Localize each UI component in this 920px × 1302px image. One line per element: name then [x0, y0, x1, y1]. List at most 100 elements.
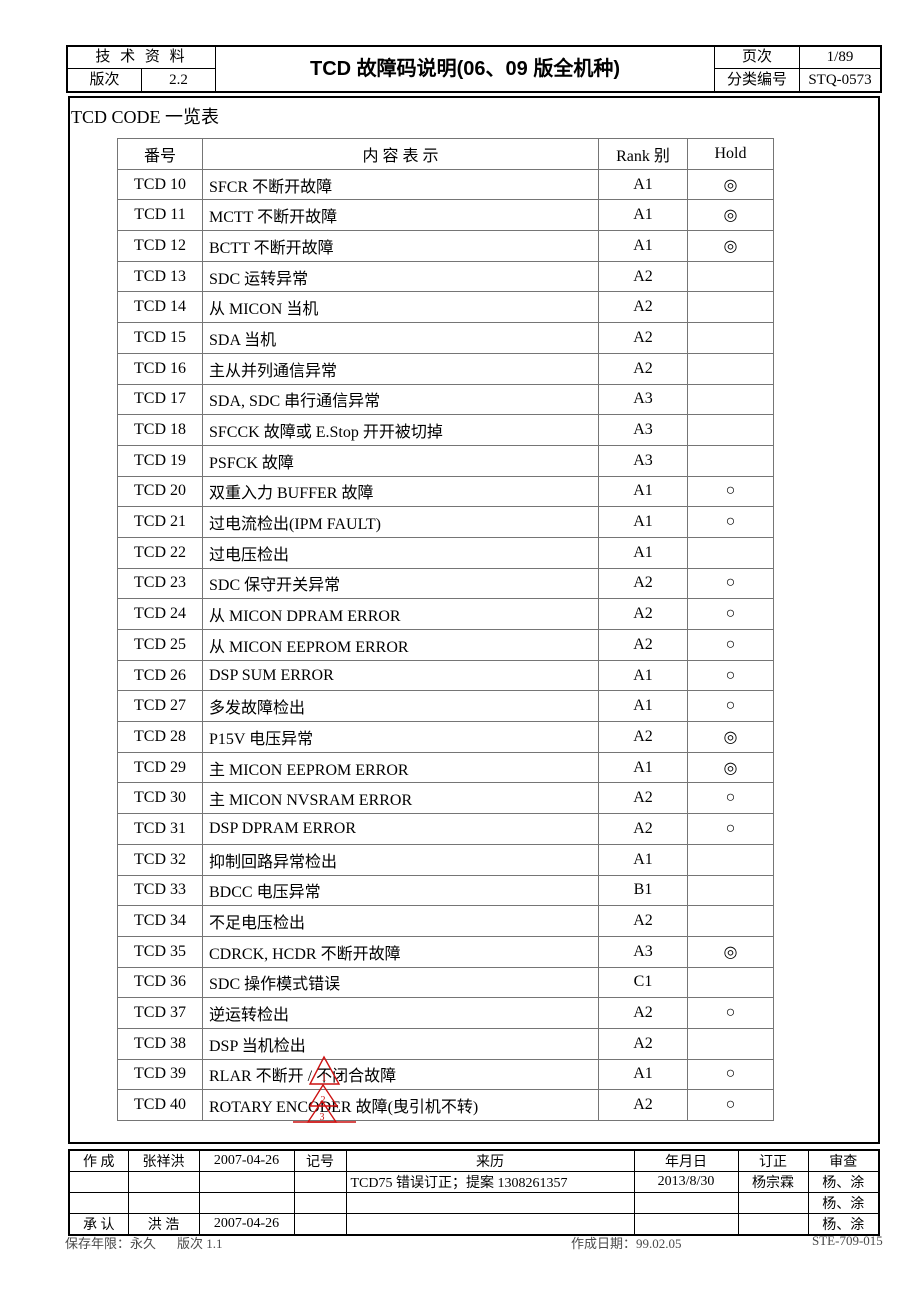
- table-row: TCD 21 过电流检出(IPM FAULT) A1 ○: [117, 506, 774, 538]
- tcd-rank: A2: [598, 997, 688, 1029]
- tcd-description: RLAR 不断开 / 不闭合故障: [202, 1058, 599, 1091]
- tcd-hold-flag: ◎: [687, 230, 774, 262]
- approval-cell: 杨、涂: [807, 1171, 880, 1193]
- approval-cell: 审查: [807, 1149, 880, 1172]
- tcd-hold-flag: ○: [687, 782, 774, 815]
- approval-row: 杨、涂: [68, 1192, 880, 1214]
- tcd-code: TCD 25: [117, 629, 203, 661]
- approval-cell: [198, 1192, 295, 1214]
- tcd-description: BCTT 不断开故障: [202, 230, 599, 262]
- tcd-hold-flag: [687, 352, 774, 385]
- revision-triangle-2: [308, 1083, 339, 1107]
- table-row: TCD 15 SDA 当机 A2: [117, 322, 774, 354]
- tcd-description: SDC 运转异常: [202, 260, 599, 293]
- tcd-hold-flag: ◎: [687, 935, 774, 968]
- tcd-rank: B1: [598, 874, 688, 907]
- tcd-description: 双重入力 BUFFER 故障: [202, 475, 599, 508]
- approval-cell: 杨宗霖: [737, 1171, 809, 1193]
- tcd-hold-flag: ○: [687, 997, 774, 1029]
- approval-cell: 张祥洪: [127, 1149, 200, 1172]
- tcd-code: TCD 33: [117, 874, 203, 907]
- tcd-description: 不足电压检出: [202, 905, 599, 937]
- table-row: TCD 22 过电压检出 A1: [117, 536, 774, 569]
- tcd-code: TCD 16: [117, 352, 203, 385]
- tcd-hold-flag: ○: [687, 567, 774, 600]
- tcd-description: CDRCK, HCDR 不断开故障: [202, 935, 599, 968]
- tcd-hold-flag: [687, 536, 774, 569]
- tcd-code: TCD 26: [117, 659, 203, 692]
- tcd-description: SDC 操作模式错误: [202, 966, 599, 999]
- column-header-rank: Rank 别: [598, 138, 688, 170]
- tcd-description: DSP 当机检出: [202, 1027, 599, 1060]
- tcd-rank: A1: [598, 536, 688, 569]
- approval-cell: 记号: [293, 1149, 347, 1172]
- tcd-code: TCD 20: [117, 475, 203, 508]
- tcd-rank: A1: [598, 659, 688, 692]
- content-frame: [68, 96, 880, 1144]
- tcd-hold-flag: ◎: [687, 751, 774, 784]
- tcd-rank: A1: [598, 1058, 688, 1091]
- table-row: TCD 13 SDC 运转异常 A2: [117, 260, 774, 293]
- tcd-hold-flag: [687, 966, 774, 999]
- approval-cell: 订正: [737, 1149, 809, 1172]
- tcd-code: TCD 22: [117, 536, 203, 569]
- tcd-rank: A2: [598, 322, 688, 354]
- revision-triangle-1: [308, 1055, 341, 1085]
- tcd-code-table: 番号 内 容 表 示 Rank 别 Hold TCD 10 SFCR 不断开故障 A…: [117, 138, 774, 1121]
- approval-cell: [737, 1192, 809, 1214]
- tcd-description: 从 MICON EEPROM ERROR: [202, 629, 599, 661]
- tcd-description: 主从并列通信异常: [202, 352, 599, 385]
- approval-cell: [633, 1192, 739, 1214]
- edition-note: 版次 1.1: [177, 1236, 223, 1251]
- approval-cell: [127, 1171, 200, 1193]
- tcd-rank: A2: [598, 782, 688, 815]
- approval-row: 承 认洪 浩 2007-04-26 杨、涂: [68, 1213, 880, 1236]
- doc-title: TCD 故障码说明(06、09 版全机种): [216, 47, 715, 91]
- tcd-description: SDA 当机: [202, 322, 599, 354]
- tcd-hold-flag: [687, 1027, 774, 1060]
- table-row: TCD 37 逆运转检出 A2 ○: [117, 997, 774, 1029]
- tcd-rank: A1: [598, 751, 688, 784]
- tcd-code: TCD 23: [117, 567, 203, 600]
- tcd-hold-flag: ○: [687, 813, 774, 845]
- table-row: TCD 12 BCTT 不断开故障 A1 ◎: [117, 230, 774, 262]
- tcd-hold-flag: ◎: [687, 721, 774, 753]
- tcd-code: TCD 17: [117, 383, 203, 416]
- table-row: TCD 17 SDA, SDC 串行通信异常 A3: [117, 383, 774, 416]
- tcd-hold-flag: ○: [687, 690, 774, 723]
- tcd-code: TCD 30: [117, 782, 203, 815]
- approval-cell: [198, 1171, 295, 1193]
- tcd-description: ROTARY ENCODER 故障(曳引机不转): [202, 1089, 599, 1121]
- column-header-hold: Hold: [687, 138, 774, 170]
- tcd-code: TCD 37: [117, 997, 203, 1029]
- page-number-label: 页次: [715, 47, 800, 69]
- approval-cell: [68, 1192, 129, 1214]
- table-row: TCD 19 PSFCK 故障 A3: [117, 444, 774, 477]
- tcd-description: 多发故障检出: [202, 690, 599, 723]
- approval-cell: 来历: [345, 1149, 635, 1172]
- table-row: TCD 23 SDC 保守开关异常 A2 ○: [117, 567, 774, 600]
- approval-cell: [293, 1192, 347, 1214]
- table-row: TCD 25 从 MICON EEPROM ERROR A2 ○: [117, 629, 774, 661]
- approval-cell: 承 认: [68, 1213, 129, 1236]
- tcd-hold-flag: [687, 383, 774, 416]
- table-row: TCD 39 RLAR 不断开 / 不闭合故障 A1 ○: [117, 1058, 774, 1091]
- tcd-description: DSP SUM ERROR: [202, 659, 599, 692]
- tcd-description: 主 MICON EEPROM ERROR: [202, 751, 599, 784]
- tcd-description: 过电压检出: [202, 536, 599, 569]
- approval-cell: [345, 1213, 635, 1236]
- tcd-hold-flag: ○: [687, 475, 774, 508]
- table-row: TCD 35 CDRCK, HCDR 不断开故障 A3 ◎: [117, 935, 774, 968]
- retention-note: 保存年限：永久: [65, 1236, 157, 1251]
- revision-number: 3: [320, 1112, 325, 1123]
- tcd-rank: A1: [598, 843, 688, 876]
- tcd-hold-flag: ○: [687, 659, 774, 692]
- tcd-rank: A3: [598, 935, 688, 968]
- edition-value: 2.2: [142, 69, 216, 91]
- table-row: TCD 20 双重入力 BUFFER 故障 A1 ○: [117, 475, 774, 508]
- approval-cell: 2007-04-26: [198, 1149, 295, 1172]
- tcd-hold-flag: ○: [687, 629, 774, 661]
- created-date-note: 作成日期：99.02.05: [571, 1236, 682, 1251]
- approval-cell: 2013/8/30: [633, 1171, 739, 1193]
- tcd-rank: A3: [598, 414, 688, 446]
